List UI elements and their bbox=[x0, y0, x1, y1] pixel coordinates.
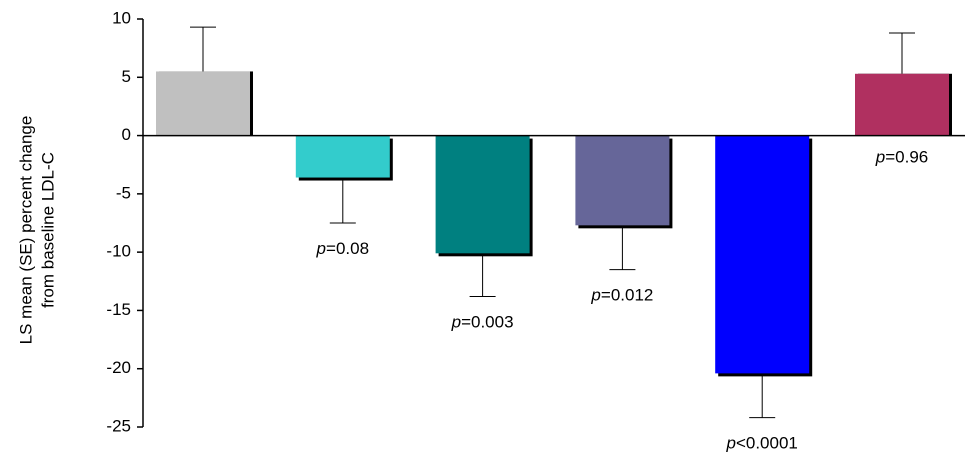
y-tick-label: -5 bbox=[116, 183, 131, 202]
y-tick-label: 10 bbox=[112, 8, 131, 27]
y-tick-label: -15 bbox=[106, 300, 131, 319]
p-value-label: p=0.08 bbox=[316, 239, 369, 258]
bar bbox=[156, 71, 250, 136]
y-axis-title-line: from baseline LDL-C bbox=[38, 152, 57, 308]
y-tick-label: 5 bbox=[122, 67, 131, 86]
p-value-label: p=0.96 bbox=[875, 148, 928, 167]
p-value-label: p=0.012 bbox=[590, 286, 653, 305]
bar bbox=[435, 135, 530, 254]
bar bbox=[715, 135, 810, 374]
bar bbox=[575, 135, 670, 226]
bar bbox=[295, 135, 390, 178]
bar bbox=[855, 73, 949, 136]
y-tick-label: 0 bbox=[122, 125, 131, 144]
y-tick-label: -25 bbox=[106, 416, 131, 435]
y-axis-title: LS mean (SE) percent change from baselin… bbox=[16, 116, 57, 345]
p-value-label: p=0.003 bbox=[451, 313, 514, 332]
p-value-label: p<0.0001 bbox=[725, 434, 797, 453]
y-tick-label: -20 bbox=[106, 358, 131, 377]
y-tick-label: -10 bbox=[106, 242, 131, 261]
y-axis-title-line: LS mean (SE) percent change bbox=[16, 116, 35, 345]
